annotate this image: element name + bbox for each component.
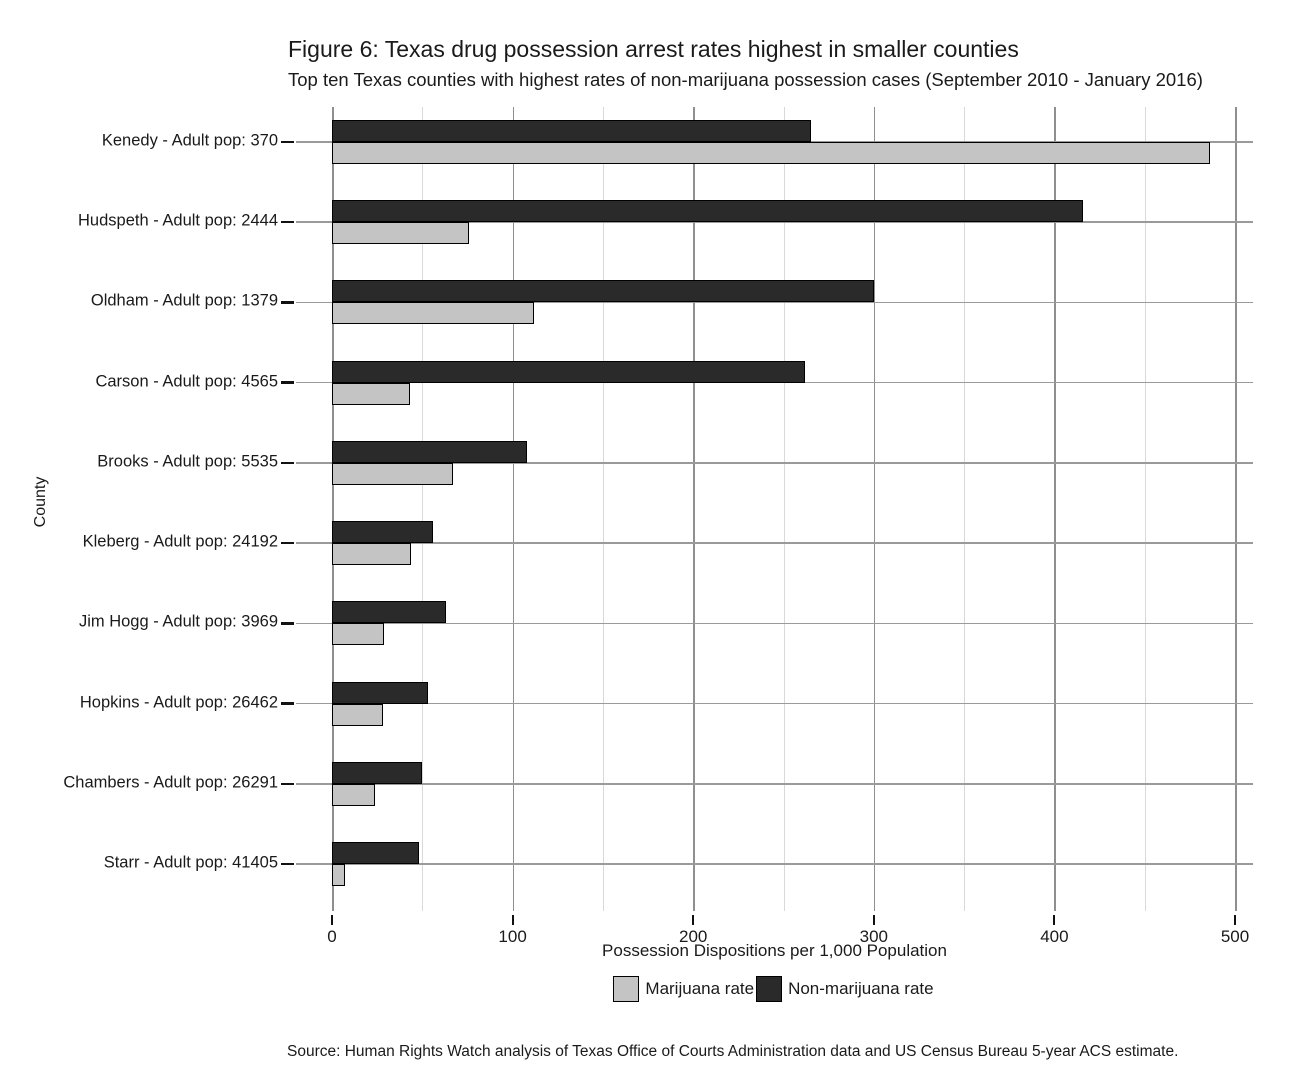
row-gridline bbox=[296, 542, 1253, 544]
x-tick-label-0: 0 bbox=[327, 927, 337, 946]
x-tick-label-100: 100 bbox=[498, 927, 527, 946]
x-tick-label-500: 500 bbox=[1220, 927, 1250, 946]
county-label: Brooks - Adult pop: 5535 bbox=[97, 452, 278, 471]
y-tick-mark bbox=[281, 782, 294, 786]
y-tick-mark bbox=[281, 301, 294, 304]
y-tick-mark bbox=[281, 381, 294, 384]
row-gridline bbox=[296, 863, 1253, 865]
legend-swatch-non-marijuana-icon bbox=[756, 976, 783, 1002]
bar-non-marijuana bbox=[332, 440, 528, 463]
x-tick-label-400: 400 bbox=[1040, 927, 1069, 946]
gridline-major-0 bbox=[332, 107, 334, 911]
bar-marijuana bbox=[332, 543, 412, 566]
gridline-major-200 bbox=[693, 107, 695, 911]
x-tick-mark-500 bbox=[1234, 915, 1236, 925]
bar-non-marijuana bbox=[332, 200, 1084, 223]
county-label: Kenedy - Adult pop: 370 bbox=[101, 131, 278, 150]
row-gridline bbox=[296, 381, 1253, 384]
x-axis-title: Possession Dispositions per 1,000 Popula… bbox=[602, 941, 947, 960]
x-tick-mark-200 bbox=[692, 915, 695, 925]
bar-marijuana bbox=[332, 703, 383, 726]
bar-marijuana bbox=[332, 142, 1210, 164]
bar-non-marijuana bbox=[332, 841, 419, 864]
bar-non-marijuana bbox=[332, 521, 434, 544]
bar-non-marijuana bbox=[332, 761, 423, 784]
legend: Marijuana rate Non-marijuana rate bbox=[296, 976, 1253, 1002]
gridline-minor-50 bbox=[422, 107, 424, 911]
gridline-minor-150 bbox=[602, 107, 604, 911]
bar-non-marijuana bbox=[332, 120, 811, 142]
county-label: Hudspeth - Adult pop: 2444 bbox=[78, 211, 278, 230]
county-axis-labels: Kenedy - Adult pop: 370 Hudspeth - Adult … bbox=[0, 107, 296, 911]
gridline-minor-350 bbox=[964, 107, 966, 911]
x-tick-mark-300 bbox=[872, 915, 875, 925]
gridline-major-400 bbox=[1054, 107, 1056, 911]
bar-marijuana bbox=[332, 462, 453, 485]
bar-marijuana bbox=[332, 302, 535, 325]
row-gridline bbox=[296, 702, 1253, 705]
county-label: Hopkins - Adult pop: 26462 bbox=[79, 693, 278, 712]
county-label: Starr - Adult pop: 41405 bbox=[103, 853, 278, 872]
y-tick-mark bbox=[281, 862, 294, 866]
x-tick-mark-100 bbox=[511, 915, 514, 925]
county-label: Chambers - Adult pop: 26291 bbox=[63, 773, 278, 792]
row-gridline bbox=[296, 462, 1253, 464]
chart-subtitle: Top ten Texas counties with highest rate… bbox=[288, 69, 1203, 90]
gridline-minor-250 bbox=[783, 107, 785, 911]
row-gridline bbox=[296, 783, 1253, 785]
county-label: Jim Hogg - Adult pop: 3969 bbox=[78, 613, 278, 632]
gridline-major-500 bbox=[1235, 107, 1237, 911]
bar-non-marijuana bbox=[332, 681, 428, 704]
legend-label-non-marijuana: Non-marijuana rate bbox=[788, 979, 934, 998]
row-gridline bbox=[296, 221, 1253, 223]
bar-marijuana bbox=[332, 623, 385, 646]
bar-non-marijuana bbox=[332, 280, 874, 303]
x-axis: 0 100 200 300 400 500 bbox=[296, 911, 1253, 971]
x-tick-label-300: 300 bbox=[859, 927, 888, 946]
y-tick-mark bbox=[281, 702, 294, 705]
gridline-major-300 bbox=[873, 107, 876, 911]
x-tick-mark-0 bbox=[331, 915, 333, 925]
y-tick-mark bbox=[281, 622, 294, 625]
bar-marijuana bbox=[332, 863, 345, 886]
gridline-major-100 bbox=[512, 107, 515, 911]
county-label: Oldham - Adult pop: 1379 bbox=[90, 292, 278, 311]
county-label: Carson - Adult pop: 4565 bbox=[95, 372, 278, 391]
row-gridline bbox=[296, 622, 1253, 625]
bar-non-marijuana bbox=[332, 601, 446, 624]
bar-non-marijuana bbox=[332, 360, 806, 383]
y-tick-mark bbox=[281, 140, 294, 144]
source-note: Source: Human Rights Watch analysis of T… bbox=[287, 1043, 1179, 1060]
y-tick-mark bbox=[281, 541, 294, 545]
bar-marijuana bbox=[332, 783, 376, 806]
legend-swatch-marijuana-icon bbox=[613, 976, 640, 1002]
gridline-minor-450 bbox=[1144, 107, 1146, 911]
bar-marijuana bbox=[332, 222, 470, 245]
county-label: Kleberg - Adult pop: 24192 bbox=[82, 532, 278, 551]
legend-label-marijuana: Marijuana rate bbox=[645, 979, 755, 998]
chart-title: Figure 6: Texas drug possession arrest r… bbox=[288, 36, 1019, 62]
y-tick-mark bbox=[281, 461, 294, 465]
y-tick-mark bbox=[281, 220, 294, 224]
x-tick-mark-400 bbox=[1053, 915, 1056, 925]
x-tick-label-200: 200 bbox=[679, 927, 708, 946]
row-gridline bbox=[296, 301, 1253, 304]
plot-panel bbox=[296, 107, 1253, 911]
bar-marijuana bbox=[332, 382, 410, 405]
